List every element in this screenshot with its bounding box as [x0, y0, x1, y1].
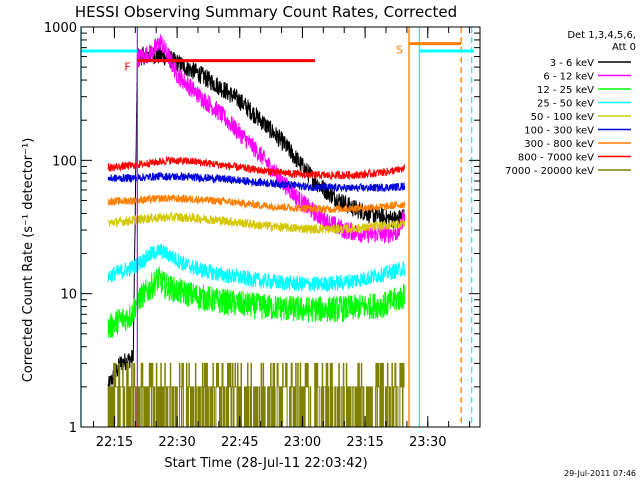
- flag-label-0: F: [124, 61, 130, 74]
- x-tick-label: 23:30: [409, 435, 446, 450]
- series-line-0: [107, 46, 406, 391]
- y-tick-label: 100: [52, 154, 77, 169]
- x-tick-label: 22:30: [158, 435, 195, 450]
- chart-title: HESSI Observing Summary Count Rates, Cor…: [75, 3, 457, 21]
- series-line-6: [107, 193, 406, 214]
- series-line-8: [107, 362, 405, 428]
- x-tick-label: 23:00: [284, 435, 321, 450]
- series-line-4: [107, 211, 406, 235]
- x-tick-label: 22:15: [96, 435, 133, 450]
- y-axis-label: Corrected Count Rate (s⁻¹ detector⁻¹): [21, 138, 36, 383]
- x-axis-label: Start Time (28-Jul-11 22:03:42): [164, 456, 367, 471]
- axes-frame: [80, 26, 481, 428]
- series-line-2: [107, 266, 406, 338]
- markers-layer: [80, 27, 473, 427]
- series-line-5: [107, 171, 406, 193]
- flag-bars-layer: FS: [81, 42, 474, 74]
- legend: Det 1,3,4,5,6,Att 0 3 - 6 keV 6 - 12 keV 12…: [505, 30, 636, 177]
- legend-label-1: 6 - 12 keV: [543, 72, 594, 83]
- series-line-7: [107, 155, 406, 181]
- x-tick-label: 22:45: [221, 435, 258, 450]
- y-tick-label: 1000: [44, 21, 77, 36]
- legend-header-line: Det 1,3,4,5,6,: [567, 30, 636, 41]
- legend-label-5: 100 - 300 keV: [524, 126, 594, 137]
- flag-label-1: S: [396, 44, 403, 57]
- legend-label-0: 3 - 6 keV: [550, 58, 594, 69]
- x-tick-label: 23:15: [346, 435, 383, 450]
- y-tick-label: 1: [69, 421, 77, 436]
- footer-timestamp: 29-Jul-2011 07:46: [564, 469, 636, 478]
- legend-label-4: 50 - 100 keV: [531, 112, 595, 123]
- series-curves: [107, 34, 406, 428]
- legend-label-2: 12 - 25 keV: [537, 85, 594, 96]
- legend-label-3: 25 - 50 keV: [537, 99, 594, 110]
- legend-label-7: 800 - 7000 keV: [518, 153, 594, 164]
- y-tick-label: 10: [60, 288, 77, 303]
- legend-label-6: 300 - 800 keV: [524, 139, 594, 150]
- series-line-3: [107, 242, 406, 292]
- series-lead-segment: [108, 385, 110, 427]
- legend-label-8: 7000 - 20000 keV: [505, 166, 594, 177]
- legend-header-line: Att 0: [612, 42, 636, 53]
- tick-labels: 1 10 100 1000 22:15 22:30 22:45 23:00 23:15 23:30: [44, 21, 480, 450]
- plot-frame: [80, 26, 481, 428]
